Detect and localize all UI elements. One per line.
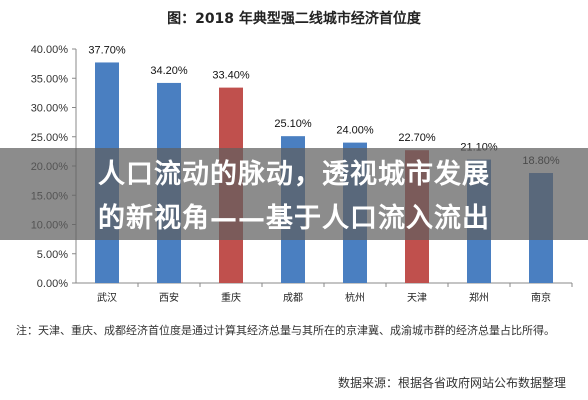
data-label: 24.00% [336, 125, 374, 137]
y-tick-label: 5.00% [37, 249, 68, 261]
y-tick-label: 0.00% [37, 278, 68, 290]
banner-line-2: 的新视角——基于人口流入流出 [98, 203, 490, 234]
data-source: 数据来源：根据各省政府网站公布数据整理 [337, 376, 566, 390]
data-label: 25.10% [274, 118, 312, 130]
chart-note: 注：天津、重庆、成都经济首位度是通过计算其经济总量与其所在的京津冀、成渝城市群的… [16, 324, 555, 337]
x-tick-label: 郑州 [469, 291, 489, 304]
x-axis: 武汉 西安 重庆 成都 杭州 天津 郑州 南京 [76, 282, 573, 304]
data-label: 22.70% [398, 132, 436, 144]
y-tick-label: 35.00% [31, 73, 69, 85]
y-tick-label: 40.00% [31, 44, 69, 56]
data-label: 37.70% [88, 44, 126, 56]
x-tick-label: 南京 [531, 291, 551, 304]
y-tick-label: 30.00% [31, 103, 69, 115]
data-label: 33.40% [212, 70, 250, 82]
overlay-banner [0, 148, 588, 240]
x-tick-label: 西安 [159, 291, 179, 304]
x-tick-label: 武汉 [97, 291, 117, 304]
x-tick-label: 天津 [407, 292, 427, 304]
x-tick-label: 重庆 [221, 291, 241, 304]
x-tick-label: 成都 [283, 292, 303, 304]
x-tick-label: 杭州 [345, 291, 365, 304]
banner-line-1: 人口流动的脉动，透视城市发展 [98, 159, 490, 190]
y-tick-label: 25.00% [31, 132, 69, 144]
data-label: 34.20% [150, 65, 188, 77]
chart-title: 图：2018 年典型强二线城市经济首位度 [167, 11, 421, 27]
